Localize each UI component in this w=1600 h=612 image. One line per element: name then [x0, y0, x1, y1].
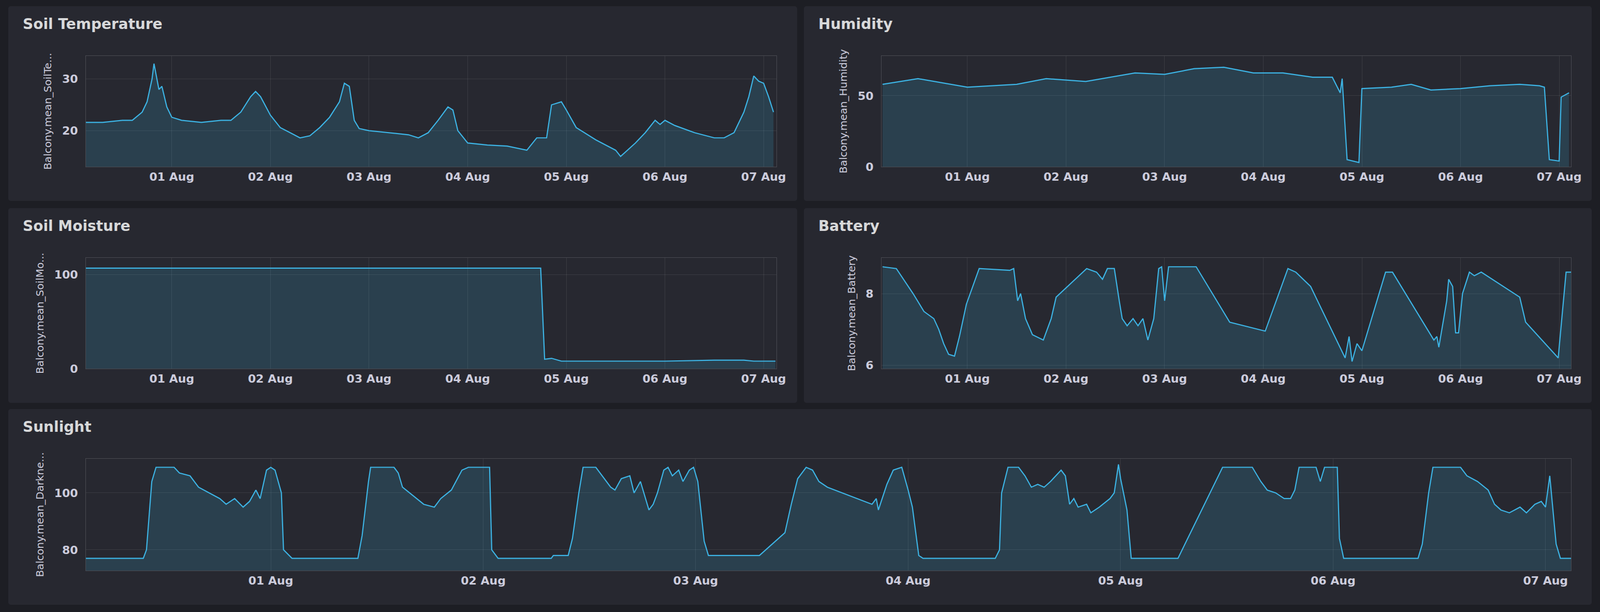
- svg-text:05 Aug: 05 Aug: [1339, 372, 1385, 386]
- svg-text:03 Aug: 03 Aug: [1142, 372, 1188, 386]
- svg-text:06 Aug: 06 Aug: [1437, 170, 1484, 184]
- svg-text:01 Aug: 01 Aug: [944, 372, 990, 386]
- svg-text:03 Aug: 03 Aug: [1142, 170, 1188, 184]
- svg-text:50: 50: [857, 89, 874, 103]
- svg-text:100: 100: [54, 486, 79, 500]
- svg-text:07 Aug: 07 Aug: [1536, 170, 1582, 184]
- svg-text:03 Aug: 03 Aug: [346, 170, 392, 184]
- svg-text:Balcony.mean_Humidity: Balcony.mean_Humidity: [837, 49, 850, 174]
- svg-text:01 Aug: 01 Aug: [248, 574, 294, 587]
- svg-text:06 Aug: 06 Aug: [1437, 372, 1484, 386]
- svg-text:80: 80: [62, 543, 79, 557]
- svg-text:04 Aug: 04 Aug: [445, 170, 491, 184]
- svg-text:05 Aug: 05 Aug: [1098, 574, 1144, 587]
- svg-text:07 Aug: 07 Aug: [741, 372, 787, 386]
- svg-text:04 Aug: 04 Aug: [1240, 170, 1286, 184]
- svg-text:06 Aug: 06 Aug: [642, 372, 688, 386]
- svg-text:04 Aug: 04 Aug: [885, 574, 931, 587]
- svg-text:Balcony.mean_Battery: Balcony.mean_Battery: [845, 255, 858, 372]
- svg-text:04 Aug: 04 Aug: [445, 372, 491, 386]
- svg-text:100: 100: [54, 268, 79, 282]
- svg-text:04 Aug: 04 Aug: [1240, 372, 1286, 386]
- svg-text:Humidity: Humidity: [818, 15, 893, 33]
- svg-text:Soil Moisture: Soil Moisture: [22, 217, 131, 235]
- svg-text:03 Aug: 03 Aug: [673, 574, 719, 587]
- svg-text:01 Aug: 01 Aug: [944, 170, 990, 184]
- svg-text:20: 20: [62, 124, 79, 138]
- svg-text:Sunlight: Sunlight: [22, 418, 92, 436]
- svg-text:05 Aug: 05 Aug: [544, 170, 590, 184]
- svg-text:07 Aug: 07 Aug: [1522, 574, 1568, 587]
- svg-text:02 Aug: 02 Aug: [1043, 170, 1089, 184]
- svg-text:Soil Temperature: Soil Temperature: [22, 15, 163, 33]
- svg-text:0: 0: [865, 160, 874, 174]
- svg-text:07 Aug: 07 Aug: [1536, 372, 1582, 386]
- svg-text:05 Aug: 05 Aug: [1339, 170, 1385, 184]
- svg-text:02 Aug: 02 Aug: [460, 574, 506, 587]
- svg-text:01 Aug: 01 Aug: [149, 170, 195, 184]
- svg-text:02 Aug: 02 Aug: [247, 372, 293, 386]
- svg-text:06 Aug: 06 Aug: [642, 170, 688, 184]
- svg-text:Balcony.mean_SoilMo...: Balcony.mean_SoilMo...: [33, 252, 47, 374]
- svg-text:05 Aug: 05 Aug: [544, 372, 590, 386]
- svg-text:07 Aug: 07 Aug: [741, 170, 787, 184]
- svg-text:Balcony.mean_SoilTe...: Balcony.mean_SoilTe...: [41, 52, 54, 170]
- svg-text:06 Aug: 06 Aug: [1310, 574, 1356, 587]
- svg-text:02 Aug: 02 Aug: [247, 170, 293, 184]
- svg-text:03 Aug: 03 Aug: [346, 372, 392, 386]
- svg-text:8: 8: [865, 287, 874, 301]
- svg-text:30: 30: [62, 72, 79, 86]
- svg-text:6: 6: [865, 358, 874, 372]
- svg-text:01 Aug: 01 Aug: [149, 372, 195, 386]
- svg-text:Battery: Battery: [818, 217, 880, 235]
- svg-text:02 Aug: 02 Aug: [1043, 372, 1089, 386]
- svg-text:0: 0: [69, 362, 78, 376]
- svg-text:Balcony.mean_Darkne...: Balcony.mean_Darkne...: [33, 451, 47, 577]
